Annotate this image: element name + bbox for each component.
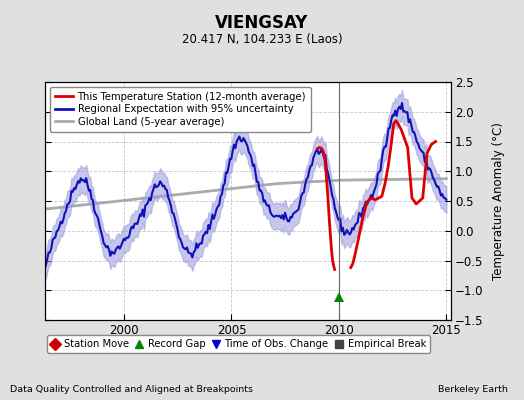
Text: VIENGSAY: VIENGSAY bbox=[215, 14, 309, 32]
Text: Data Quality Controlled and Aligned at Breakpoints: Data Quality Controlled and Aligned at B… bbox=[10, 385, 254, 394]
Text: Berkeley Earth: Berkeley Earth bbox=[439, 385, 508, 394]
Text: 20.417 N, 104.233 E (Laos): 20.417 N, 104.233 E (Laos) bbox=[182, 33, 342, 46]
Y-axis label: Temperature Anomaly (°C): Temperature Anomaly (°C) bbox=[492, 122, 505, 280]
Legend: This Temperature Station (12-month average), Regional Expectation with 95% uncer: This Temperature Station (12-month avera… bbox=[50, 87, 311, 132]
Legend: Station Move, Record Gap, Time of Obs. Change, Empirical Break: Station Move, Record Gap, Time of Obs. C… bbox=[47, 335, 430, 353]
